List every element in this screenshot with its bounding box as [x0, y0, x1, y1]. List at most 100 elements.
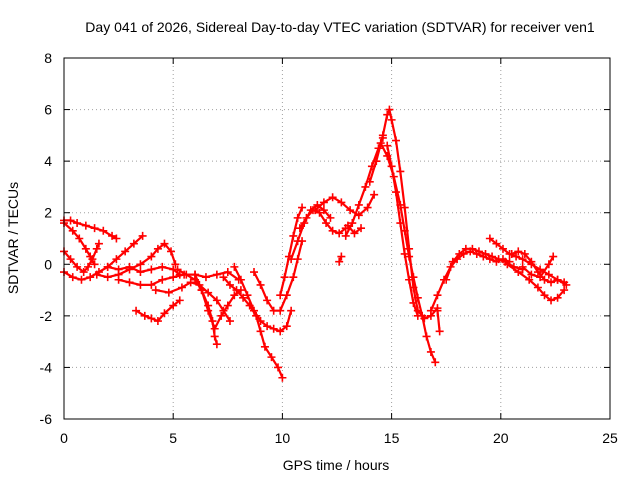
data-point-marker [435, 327, 444, 336]
data-point-marker [177, 283, 186, 292]
data-point-marker [256, 317, 265, 326]
data-point-marker [289, 231, 298, 240]
series-arc-26 [433, 306, 444, 336]
data-point-marker [276, 306, 285, 315]
data-point-marker [391, 188, 400, 197]
data-point-marker [269, 324, 278, 333]
data-point-marker [68, 273, 77, 282]
data-point-marker [337, 198, 346, 207]
data-point-marker [94, 239, 103, 248]
data-point-marker [66, 255, 75, 264]
data-point-marker [527, 270, 536, 279]
data-point-marker [276, 327, 285, 336]
data-point-marker [225, 317, 234, 326]
data-point-marker [326, 213, 335, 222]
series-arc-29 [507, 247, 569, 287]
data-point-marker [136, 280, 145, 289]
data-point-marker [474, 247, 483, 256]
data-point-marker [280, 273, 289, 282]
x-tick-label: 20 [493, 430, 509, 446]
data-point-marker [372, 157, 381, 166]
data-point-marker [90, 260, 99, 269]
y-tick-label: 2 [44, 205, 52, 221]
data-point-marker [81, 221, 90, 230]
series-line [233, 265, 293, 333]
data-point-marker [518, 262, 527, 271]
data-point-marker [287, 255, 296, 264]
data-point-marker [236, 275, 245, 284]
x-tick-label: 5 [169, 430, 177, 446]
data-point-marker [73, 262, 82, 271]
data-point-marker [136, 268, 145, 277]
data-point-marker [77, 275, 86, 284]
data-point-marker [90, 224, 99, 233]
x-tick-label: 15 [384, 430, 400, 446]
data-point-marker [387, 115, 396, 124]
data-point-marker [212, 340, 221, 349]
data-point-marker [396, 167, 405, 176]
grid [64, 58, 610, 419]
y-tick-label: 4 [44, 153, 52, 169]
data-point-marker [79, 268, 88, 277]
data-point-marker [525, 275, 534, 284]
data-point-marker [341, 231, 350, 240]
data-point-marker [507, 249, 516, 258]
data-point-marker [553, 293, 562, 302]
data-point-marker [243, 291, 252, 300]
data-point-marker [153, 317, 162, 326]
data-point-marker [413, 293, 422, 302]
data-point-marker [169, 273, 178, 282]
data-point-marker [112, 234, 121, 243]
y-tick-label: 6 [44, 102, 52, 118]
data-point-marker [173, 265, 182, 274]
data-point-marker [158, 275, 167, 284]
data-point-marker [114, 275, 123, 284]
data-point-marker [73, 219, 82, 228]
data-point-marker [385, 105, 394, 114]
data-point-marker [103, 262, 112, 271]
data-point-marker [328, 226, 337, 235]
series-arc-11 [191, 270, 245, 333]
data-point-marker [68, 226, 77, 235]
series-arc-22 [365, 105, 442, 323]
data-point-marker [204, 288, 213, 297]
data-point-marker [409, 273, 418, 282]
data-point-marker [263, 296, 272, 305]
data-point-marker [514, 247, 523, 256]
data-point-marker [337, 252, 346, 261]
data-point-marker [514, 268, 523, 277]
data-point-marker [512, 252, 521, 261]
data-point-marker [455, 249, 464, 258]
data-point-marker [223, 301, 232, 310]
data-point-marker [520, 249, 529, 258]
data-point-marker [488, 252, 497, 261]
tick-labels: 0 5 10 15 20 25 -6 -4 -2 0 2 4 6 8 [40, 50, 618, 446]
data-point-marker [204, 306, 213, 315]
series-arc-23 [376, 139, 440, 367]
series-arc-20 [335, 252, 346, 266]
data-point-marker [112, 255, 121, 264]
series-arc-31 [518, 252, 558, 282]
data-point-marker [138, 231, 147, 240]
data-point-marker [560, 278, 569, 287]
data-point-marker [140, 311, 149, 320]
data-point-marker [527, 257, 536, 266]
data-point-marker [260, 342, 269, 351]
data-point-marker [267, 353, 276, 362]
data-point-marker [274, 363, 283, 372]
series-line [193, 273, 242, 330]
data-point-marker [164, 288, 173, 297]
data-point-marker [99, 226, 108, 235]
series-arc-30 [503, 260, 569, 305]
data-point-marker [405, 275, 414, 284]
data-point-marker [560, 286, 569, 295]
y-tick-label: -4 [40, 359, 53, 375]
data-point-marker [232, 286, 241, 295]
data-point-marker [223, 268, 232, 277]
data-point-marker [129, 239, 138, 248]
data-point-marker [153, 244, 162, 253]
chart-title: Day 041 of 2026, Sidereal Day-to-day VTE… [85, 19, 595, 35]
data-point-marker [357, 224, 366, 233]
data-point-marker [160, 239, 169, 248]
data-point-marker [125, 262, 134, 271]
